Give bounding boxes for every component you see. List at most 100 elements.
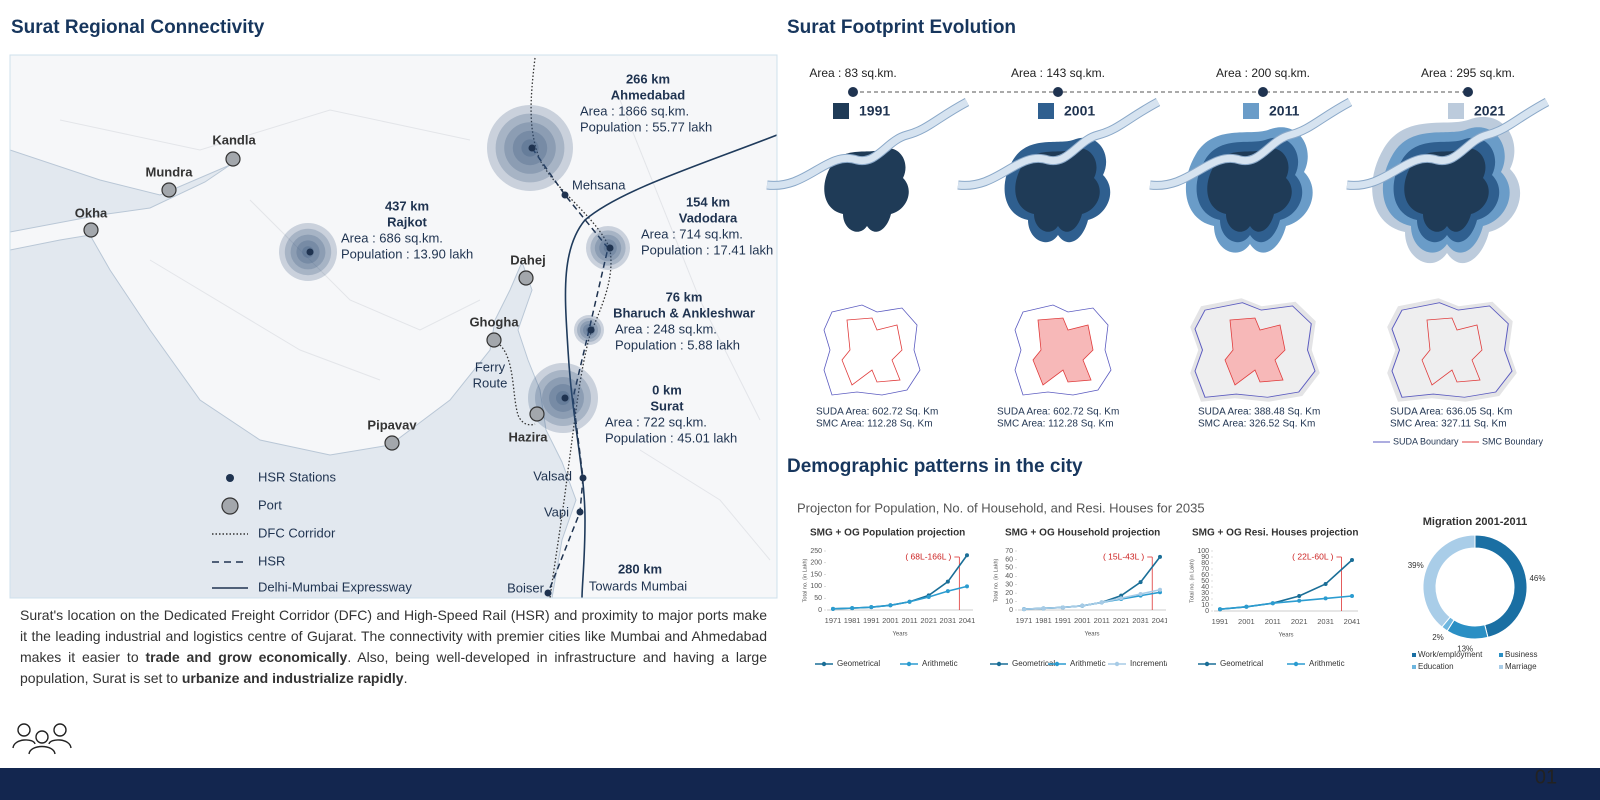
point [1119, 596, 1124, 601]
suda-area-label: SUDA Area: 602.72 Sq. Km [816, 407, 938, 418]
point [1158, 554, 1162, 559]
value-label: 46% [1529, 574, 1545, 583]
hsr-station [544, 589, 552, 597]
gulf [10, 149, 231, 233]
chart-title: Migration 2001-2011 [1423, 516, 1528, 528]
area-label: Area : 143 sq.km. [1011, 66, 1105, 80]
hsr-station [587, 326, 595, 334]
year-label: 2011 [1269, 103, 1300, 119]
map-frame [9, 54, 778, 599]
legend-marker [1054, 661, 1060, 667]
x-tick-label: 1981 [844, 616, 861, 625]
point [1158, 587, 1162, 592]
donut-slice [1446, 619, 1489, 640]
port [384, 435, 400, 451]
map [10, 55, 777, 598]
point [945, 589, 950, 594]
legend-label: Arithmetic [922, 659, 958, 668]
city-population: Population : 5.88 lakh [615, 337, 740, 352]
city-population: Population : 55.77 lakh [580, 119, 712, 134]
line-chart: SMG + OG Population projection 0 50 100 150 2… [802, 528, 975, 668]
footprint-map [958, 102, 1158, 243]
point [1350, 594, 1354, 598]
year-label: 2021 [1474, 103, 1505, 119]
point [1297, 598, 1302, 603]
city-name: Vadodara [679, 210, 738, 225]
x-tick-label: 2021 [920, 616, 937, 625]
chart-title: SMG + OG Resi. Houses projection [1192, 528, 1358, 539]
legend-swatch [1412, 665, 1416, 669]
legend-label: Business [1505, 650, 1537, 659]
donut-slice [1422, 534, 1476, 628]
legend-label: HSR Stations [258, 469, 337, 484]
boundary-legend-label: SMC Boundary [1482, 436, 1544, 446]
series-line [1023, 588, 1161, 610]
smc-area-label: SMC Area: 327.11 Sq. Km [1390, 419, 1507, 430]
x-tick-label: 2041 [959, 616, 976, 625]
area-label: Area : 295 sq.km. [1421, 66, 1515, 80]
x-tick-label: 1971 [825, 616, 842, 625]
hsr-station [561, 191, 569, 199]
hsr-station [528, 144, 536, 152]
x-tick-label: 2001 [1074, 616, 1091, 625]
y-tick-label: 60 [1201, 572, 1209, 579]
text-run: . [403, 670, 408, 686]
city-area: Area : 714 sq.km. [641, 226, 743, 241]
series-line [1219, 595, 1353, 610]
legend-label: Geometrical [1012, 659, 1055, 668]
legend-label: DFC Corridor [258, 525, 336, 540]
city-distance: 0 km [652, 382, 682, 397]
x-axis-label: Years [1278, 633, 1293, 639]
y-tick-label: 20 [1201, 596, 1209, 603]
point [945, 579, 950, 584]
y-tick-label: 70 [1201, 566, 1209, 573]
legend-marker [1114, 661, 1120, 667]
smc-area-label: SMC Area: 112.28 Sq. Km [997, 419, 1114, 430]
timeline-dot [1053, 87, 1063, 97]
x-tick-label: 1971 [1016, 616, 1033, 625]
y-tick-label: 60 [1005, 556, 1013, 563]
city-population: Population : 17.41 lakh [641, 242, 773, 257]
city-area: Area : 722 sq.km. [605, 414, 707, 429]
x-tick-label: 2031 [1132, 616, 1149, 625]
y-tick-label: 70 [1005, 548, 1013, 555]
legend-swatch [1499, 653, 1503, 657]
x-tick-label: 2011 [902, 616, 918, 625]
y-tick-label: 50 [1005, 565, 1013, 572]
city-name: Bharuch & Ankleshwar [613, 305, 755, 320]
x-tick-label: 2011 [1094, 616, 1110, 625]
boundary-map [1387, 298, 1517, 402]
x-tick-label: 2001 [882, 616, 899, 625]
people-icon [12, 723, 72, 755]
section-title: Surat Regional Connectivity [11, 17, 265, 38]
point [1270, 601, 1275, 606]
city-name: Surat [650, 398, 684, 413]
point [965, 553, 969, 558]
y-tick-label: 0 [1009, 607, 1013, 614]
legend-label: Marriage [1505, 662, 1537, 671]
smc-area-label: SMC Area: 326.52 Sq. Km [1198, 419, 1315, 430]
city-area: Area : 686 sq.km. [341, 230, 443, 245]
section-title: Surat Footprint Evolution [787, 17, 1016, 38]
port-label: Mundra [146, 164, 194, 179]
x-axis-label: Years [1084, 632, 1099, 638]
footprint-map [1150, 102, 1350, 253]
port [225, 151, 241, 167]
x-axis-label: Years [892, 632, 907, 638]
y-tick-label: 20 [1005, 590, 1013, 597]
port [529, 406, 545, 422]
area-label: Area : 200 sq.km. [1216, 66, 1310, 80]
point [965, 584, 969, 589]
y-tick-label: 80 [1201, 560, 1209, 567]
hsr-station [576, 508, 584, 516]
series-line [832, 585, 968, 610]
suda-area-label: SUDA Area: 602.72 Sq. Km [997, 407, 1119, 418]
year-swatch [1038, 103, 1054, 119]
city-name: Ahmedabad [611, 87, 685, 102]
point [869, 605, 874, 610]
year-label: 2001 [1064, 103, 1095, 119]
y-tick-label: 90 [1201, 554, 1209, 561]
point [926, 595, 931, 600]
station-label: Boiser [507, 580, 545, 595]
